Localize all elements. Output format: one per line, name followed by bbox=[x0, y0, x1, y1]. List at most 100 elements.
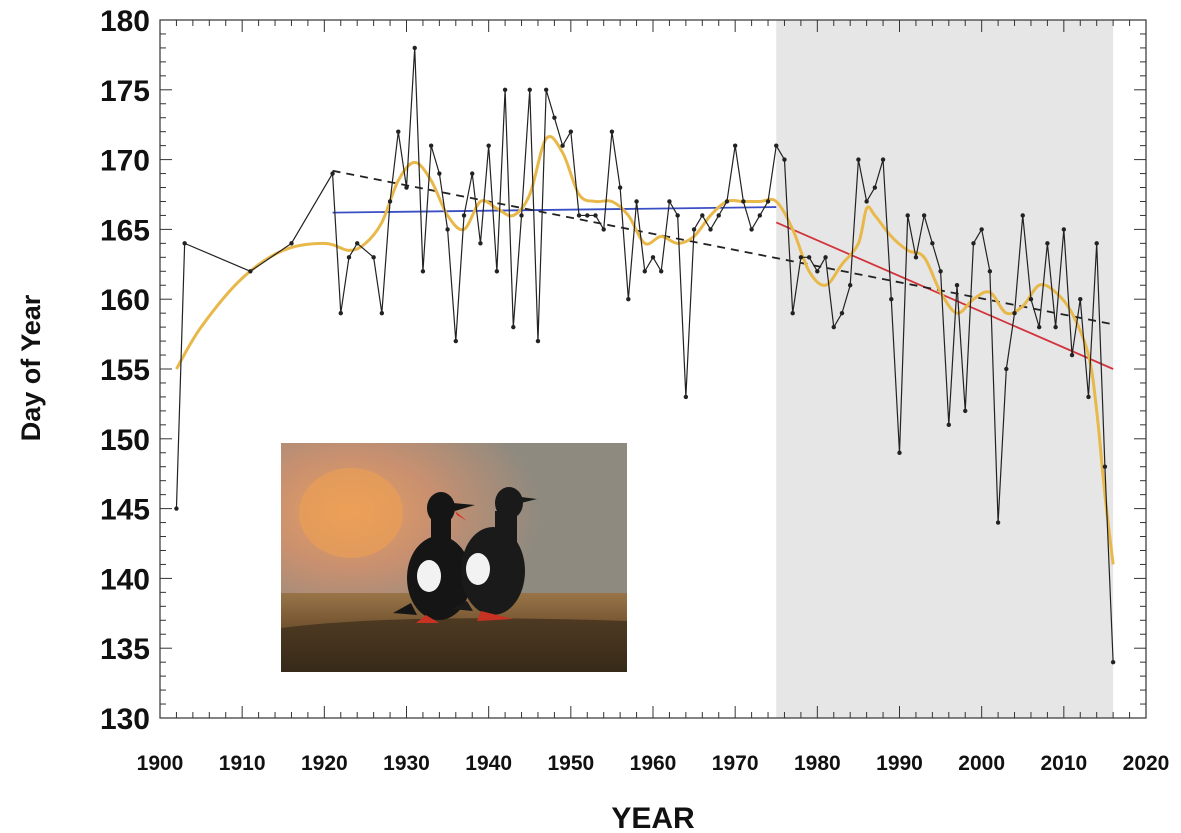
data-point bbox=[815, 269, 820, 274]
data-point bbox=[346, 255, 352, 260]
data-point bbox=[1053, 324, 1058, 330]
data-point bbox=[700, 213, 705, 218]
x-axis-title: YEAR bbox=[611, 802, 695, 833]
data-point bbox=[708, 227, 713, 232]
data-point bbox=[757, 213, 763, 218]
y-tick-label: 175 bbox=[100, 75, 150, 108]
y-tick-label: 130 bbox=[100, 703, 150, 736]
data-point bbox=[749, 227, 754, 232]
data-point bbox=[741, 199, 746, 204]
data-point bbox=[667, 199, 672, 204]
shaded-region bbox=[776, 20, 1114, 718]
data-point bbox=[1110, 659, 1116, 665]
data-point bbox=[954, 283, 960, 288]
x-tick-label: 1930 bbox=[383, 752, 430, 775]
y-tick-label: 150 bbox=[100, 424, 150, 457]
data-point bbox=[412, 45, 417, 51]
data-point bbox=[1045, 241, 1050, 246]
data-point bbox=[552, 115, 557, 120]
trend-lines bbox=[332, 169, 1114, 370]
data-point bbox=[182, 241, 187, 246]
data-point bbox=[971, 241, 976, 246]
data-point bbox=[519, 213, 524, 218]
x-tick-label: 1910 bbox=[219, 752, 266, 775]
x-tick-label: 2000 bbox=[958, 752, 1005, 775]
data-point bbox=[478, 241, 483, 246]
x-tick-label: 1990 bbox=[876, 752, 923, 775]
data-point bbox=[494, 269, 500, 274]
y-tick-label: 180 bbox=[100, 5, 150, 38]
data-point bbox=[609, 129, 615, 134]
x-tick-label: 1960 bbox=[630, 752, 677, 775]
data-point bbox=[724, 199, 730, 204]
data-point bbox=[921, 213, 927, 218]
data-point bbox=[650, 255, 656, 260]
y-tick-label: 140 bbox=[100, 563, 150, 596]
data-point bbox=[617, 185, 623, 190]
data-point bbox=[798, 255, 804, 260]
data-point bbox=[1004, 366, 1009, 372]
data-point bbox=[453, 338, 458, 344]
smoothed-series-line bbox=[175, 135, 1115, 565]
data-point bbox=[848, 283, 853, 288]
data-point bbox=[593, 213, 598, 218]
y-axis-title: Day of Year bbox=[16, 294, 46, 441]
x-tick-label: 2020 bbox=[1123, 752, 1170, 775]
data-point bbox=[1102, 464, 1108, 469]
y-tick-label: 160 bbox=[100, 284, 150, 317]
data-point bbox=[782, 157, 787, 162]
data-point bbox=[872, 185, 878, 190]
y-tick-label: 155 bbox=[100, 354, 150, 387]
x-tick-label: 1900 bbox=[137, 752, 184, 775]
data-point bbox=[585, 213, 590, 218]
data-point bbox=[371, 255, 376, 260]
x-tick-label: 1920 bbox=[301, 752, 348, 775]
data-point bbox=[1036, 324, 1042, 330]
data-point bbox=[396, 129, 401, 134]
data-point bbox=[535, 338, 541, 344]
data-point bbox=[486, 143, 491, 148]
data-point bbox=[338, 310, 343, 316]
data-point bbox=[675, 213, 680, 218]
data-point bbox=[626, 297, 631, 302]
data-point bbox=[905, 213, 910, 218]
data-point bbox=[963, 408, 968, 414]
data-point bbox=[576, 213, 582, 218]
data-point bbox=[946, 422, 951, 428]
y-tick-label: 135 bbox=[100, 633, 150, 666]
y-tick-label: 145 bbox=[100, 494, 150, 527]
data-point bbox=[691, 227, 697, 232]
data-point bbox=[765, 199, 771, 204]
data-point bbox=[502, 87, 508, 93]
data-point bbox=[806, 255, 812, 260]
trend-line bbox=[332, 206, 777, 214]
data-point bbox=[511, 324, 516, 330]
data-point bbox=[355, 241, 360, 246]
data-point bbox=[330, 171, 335, 176]
data-point bbox=[930, 241, 935, 246]
data-point bbox=[1012, 310, 1017, 316]
data-point bbox=[445, 227, 450, 232]
data-point bbox=[174, 506, 179, 511]
data-point bbox=[897, 450, 902, 455]
data-point bbox=[248, 269, 253, 274]
data-point bbox=[568, 129, 574, 134]
data-point bbox=[823, 255, 828, 260]
y-tick-label: 165 bbox=[100, 214, 150, 247]
data-point bbox=[716, 213, 721, 218]
data-point bbox=[1094, 241, 1099, 246]
x-tick-label: 1950 bbox=[547, 752, 594, 775]
data-point bbox=[527, 87, 532, 93]
data-point bbox=[1078, 297, 1083, 302]
data-point bbox=[461, 213, 467, 218]
data-point bbox=[428, 143, 434, 148]
guillemots-photo bbox=[281, 443, 627, 672]
data-point bbox=[979, 227, 984, 232]
data-point bbox=[1020, 213, 1025, 218]
data-point bbox=[880, 157, 886, 162]
x-tick-labels: 1900 1910 1920 1930 1940 1950 1960 1970 1980 1990… bbox=[137, 752, 1170, 775]
data-point bbox=[732, 143, 738, 148]
x-tick-label: 1980 bbox=[794, 752, 841, 775]
data-point bbox=[543, 87, 549, 93]
